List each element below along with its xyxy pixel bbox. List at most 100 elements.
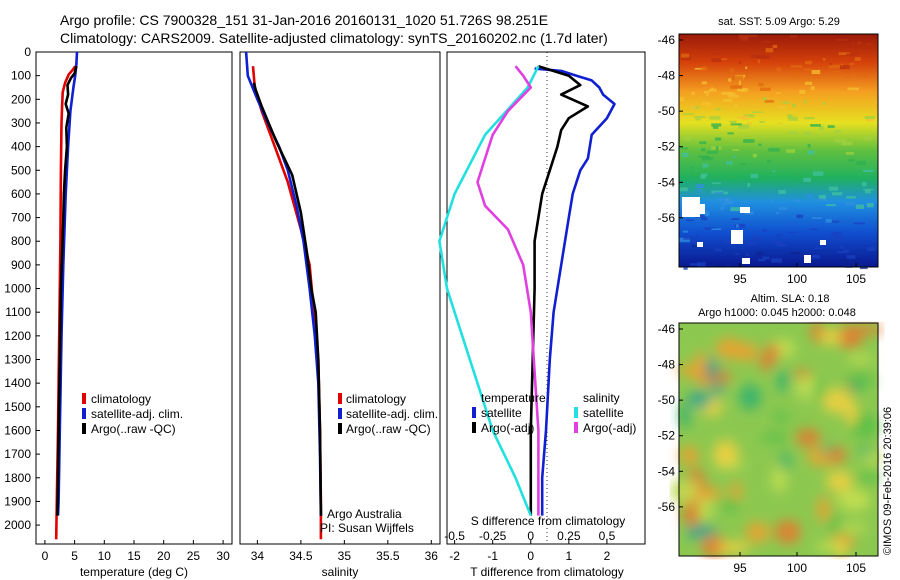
sst-speckle — [761, 54, 770, 59]
sst-speckle — [711, 87, 714, 90]
sla-blob — [847, 354, 875, 363]
sst-speckle — [682, 230, 689, 233]
salinity-diff-tick-label: 0.25 — [557, 529, 581, 543]
depth-tick-label: 1100 — [5, 305, 31, 319]
sst-speckle — [841, 141, 853, 146]
sla-blob — [721, 497, 740, 513]
sst-speckle — [830, 220, 840, 223]
sst-speckle — [691, 238, 695, 244]
legend-swatch-satellite — [338, 408, 342, 419]
sst-speckle — [721, 58, 728, 61]
depth-tick-label: 1800 — [4, 471, 31, 485]
sst-speckle — [834, 71, 843, 73]
sst-speckle — [696, 183, 705, 188]
sst-speckle — [694, 67, 706, 70]
legend-swatch-temp-satellite — [472, 407, 476, 418]
sst-speckle — [755, 251, 764, 255]
salinity-diff-xlabel: S difference from climatology — [471, 514, 626, 528]
sla-texture — [669, 321, 885, 560]
sst-speckle — [813, 247, 823, 250]
sla-blob — [821, 388, 852, 414]
sst-speckle — [790, 252, 801, 255]
sla-blob — [795, 428, 821, 447]
sla-blob — [738, 384, 762, 411]
x-tick-label: 1 — [566, 549, 573, 563]
sla-blob — [837, 489, 871, 512]
depth-tick-label: 500 — [11, 163, 31, 177]
sla-blob — [814, 377, 825, 405]
depth-tick-label: 800 — [11, 234, 31, 248]
sst-speckle — [711, 228, 722, 231]
sla-blob — [771, 466, 787, 493]
sst-speckle — [856, 41, 862, 46]
legend-swatch-satellite — [82, 408, 86, 419]
sst-speckle — [848, 159, 855, 162]
sst-speckle — [750, 54, 763, 59]
sst-speckle — [712, 126, 719, 129]
sst-speckle — [758, 82, 764, 87]
sst-speckle — [704, 90, 710, 94]
sst-speckle — [768, 147, 780, 152]
sst-speckle — [681, 55, 691, 60]
difference-x-axis: -2 -1 0 1 2 — [449, 540, 611, 563]
sst-speckle — [846, 53, 858, 56]
sst-speckle — [817, 198, 823, 202]
sst-speckle — [839, 65, 850, 70]
sst-speckle — [685, 219, 695, 222]
sst-speckle — [714, 137, 722, 141]
sst-speckle — [778, 105, 786, 109]
sst-speckle — [812, 217, 822, 219]
sst-speckle — [818, 194, 826, 200]
map-x-tick-label: 105 — [846, 561, 866, 575]
sst-speckle — [787, 114, 793, 119]
sla-blob — [793, 369, 811, 379]
sst-speckle — [740, 37, 748, 42]
sst-speckle — [809, 228, 818, 231]
sla-blob — [679, 401, 692, 428]
sst-speckle — [720, 207, 724, 211]
sst-speckle — [792, 103, 796, 108]
sst-speckle — [730, 123, 742, 126]
sst-speckle — [742, 115, 750, 120]
sst-speckle — [730, 68, 735, 73]
sst-speckle — [807, 143, 811, 148]
x-tick-label: 34.5 — [289, 549, 313, 563]
sst-speckle — [688, 239, 695, 243]
sla-blob — [704, 358, 720, 379]
sst-speckle — [812, 254, 820, 259]
sst-speckle — [757, 59, 760, 64]
sst-speckle — [715, 146, 719, 151]
sst-speckle — [782, 101, 790, 104]
legend-label-temp-satellite: satellite — [481, 406, 522, 420]
map-y-tick-label: -54 — [658, 175, 676, 189]
sst-speckle — [750, 173, 759, 179]
x-tick-label: 2 — [604, 549, 611, 563]
sst-speckle — [794, 199, 801, 202]
sst-speckle — [857, 75, 870, 77]
sst-speckle — [762, 256, 770, 260]
depth-tick-label: 1000 — [4, 282, 31, 296]
sst-speckle — [849, 63, 854, 65]
sst-speckle — [759, 120, 765, 123]
map-y-tick-label: -52 — [658, 140, 676, 154]
depth-tick-label: 0 — [24, 45, 31, 59]
sst-map-title: sat. SST: 5.09 Argo: 5.29 — [718, 16, 840, 28]
sst-speckle — [834, 235, 843, 240]
sst-speckle — [740, 163, 747, 166]
sst-speckle — [752, 153, 757, 158]
sst-speckle — [700, 148, 706, 152]
legend-label-sal-satellite: satellite — [583, 406, 624, 420]
legend-title-salinity: salinity — [583, 391, 620, 405]
sst-speckle — [706, 150, 718, 154]
sst-speckle — [727, 176, 734, 179]
salinity-legend: climatology satellite-adj. clim. Argo(..… — [338, 392, 438, 436]
sst-speckle — [726, 261, 731, 267]
map-y-tick-label: -46 — [658, 33, 676, 47]
sst-speckle — [758, 259, 766, 262]
sst-speckle — [698, 155, 709, 158]
sst-speckle — [787, 231, 799, 234]
credit-organisation: Argo Australia — [327, 507, 402, 521]
map-y-tick-label: -56 — [658, 211, 676, 225]
sst-speckle — [735, 116, 746, 119]
